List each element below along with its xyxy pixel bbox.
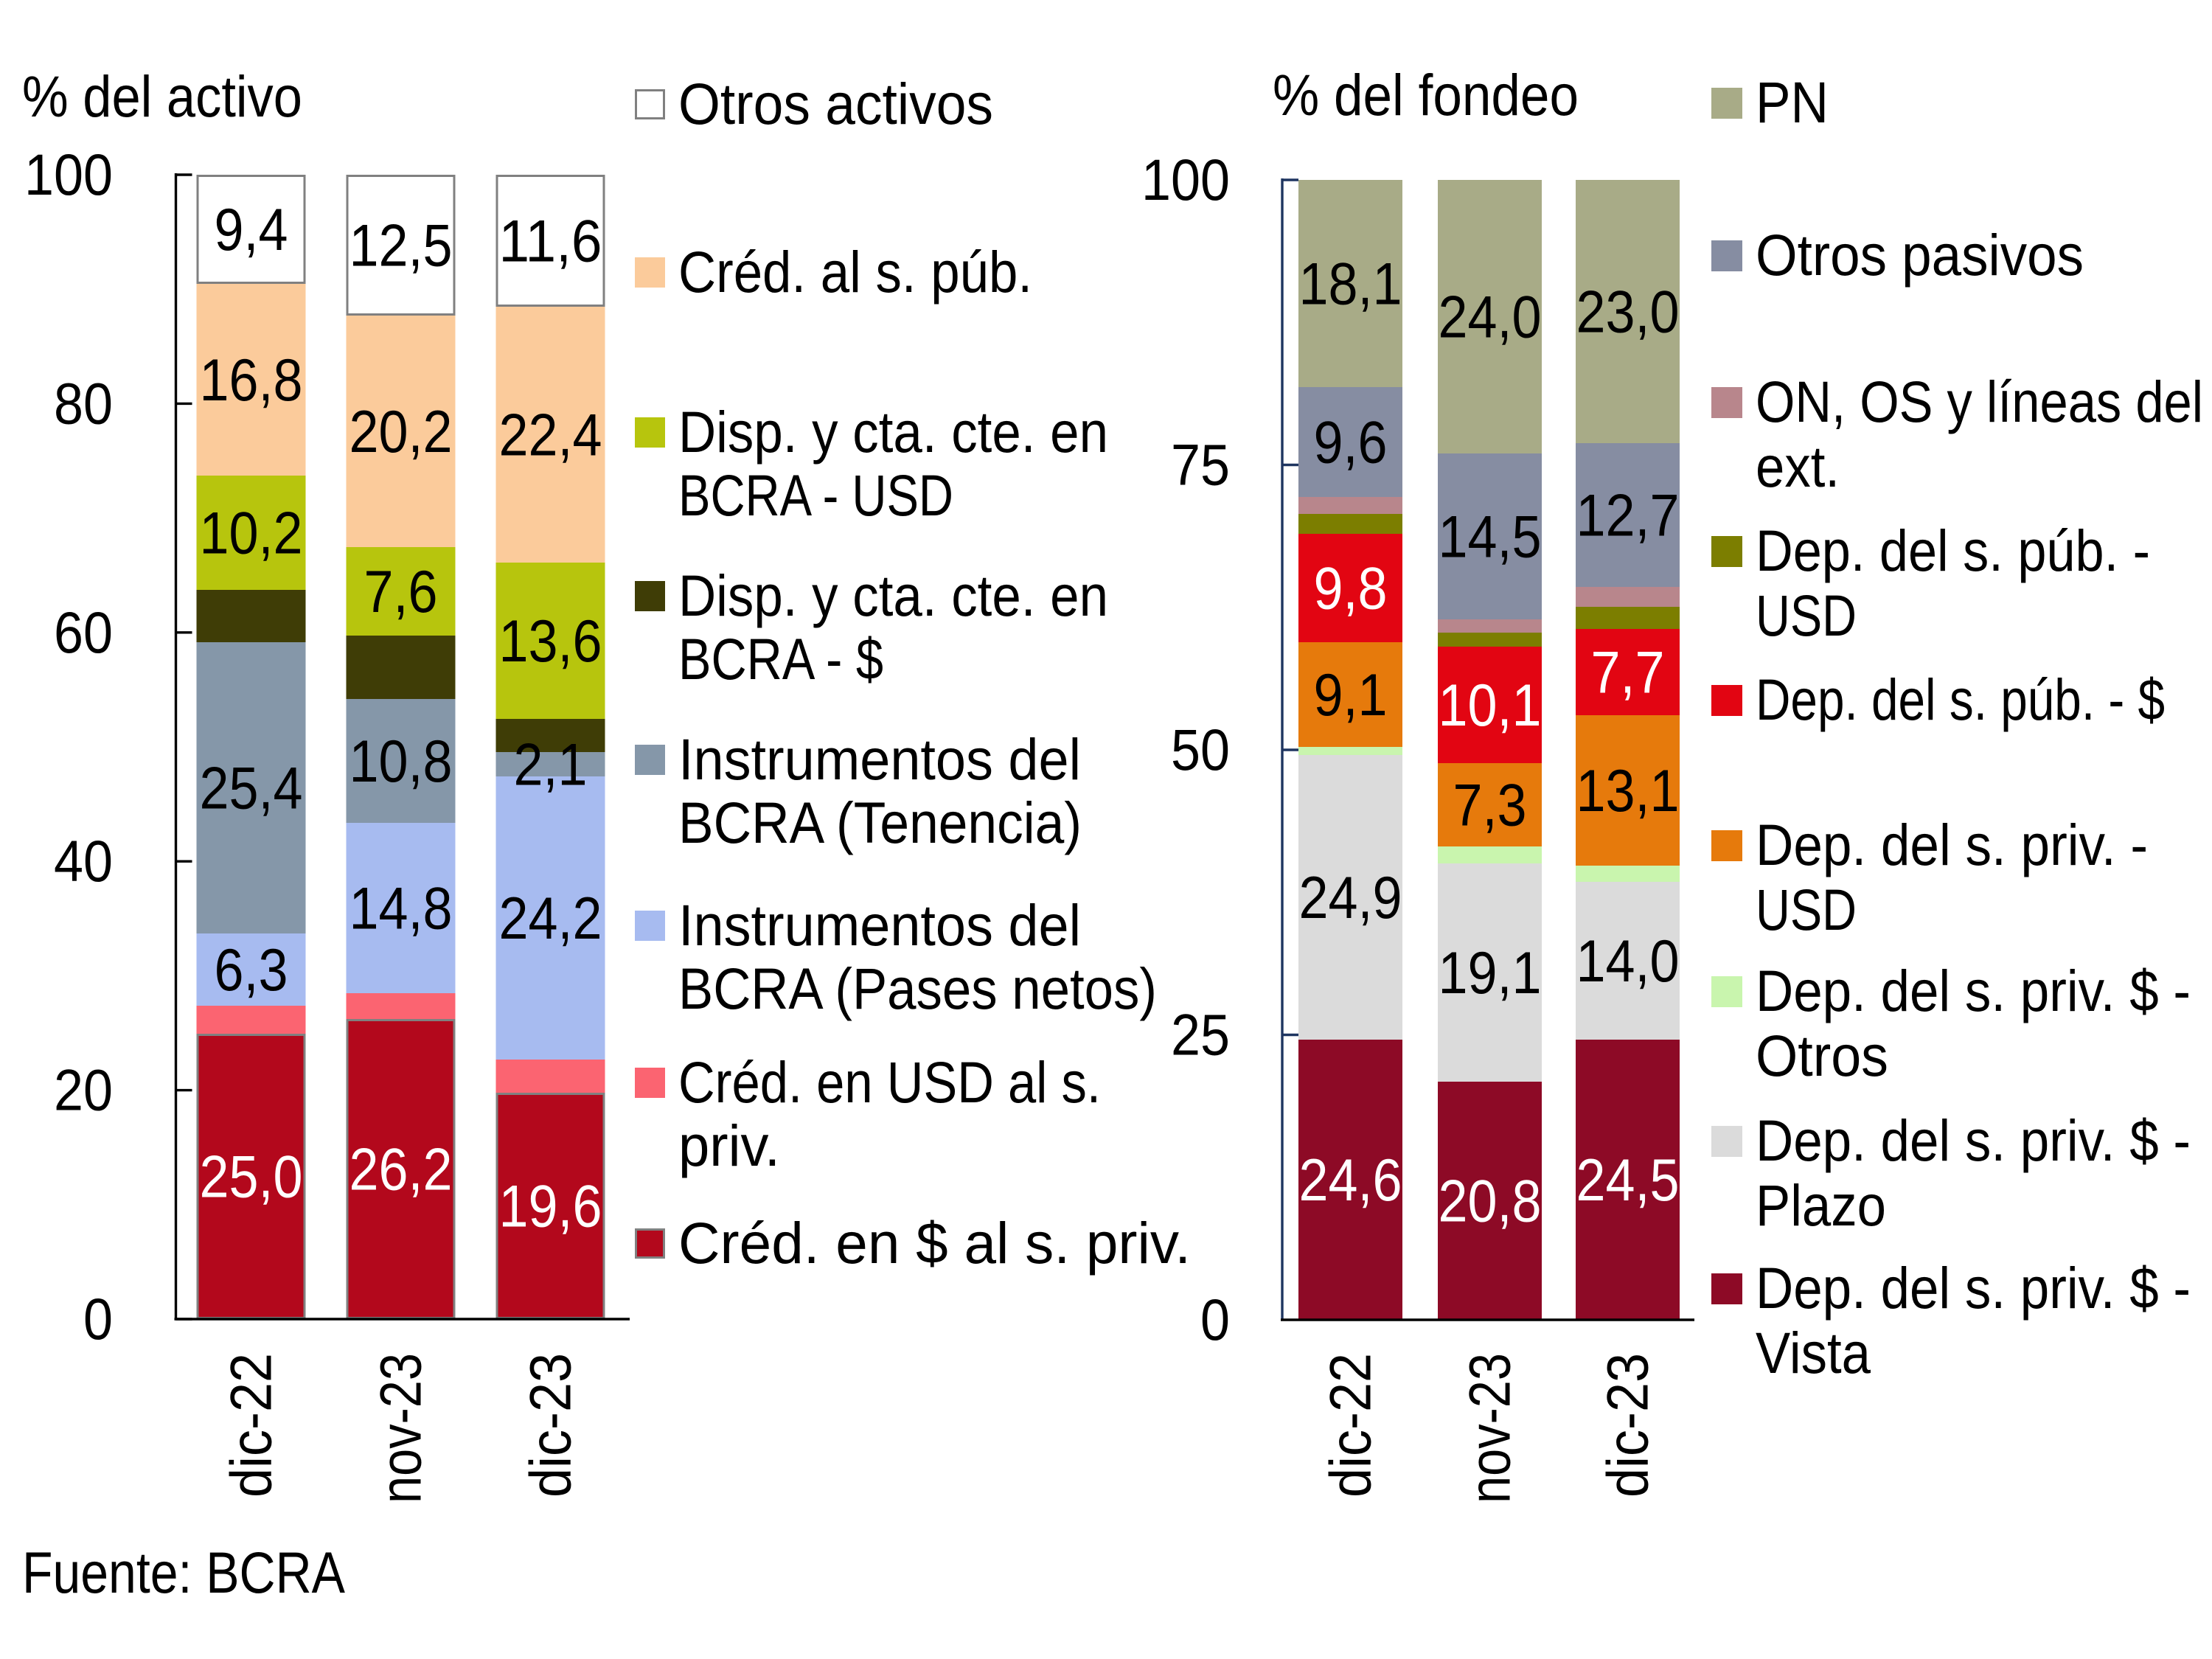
svg-text:Instrumentos del: Instrumentos del bbox=[678, 892, 1081, 958]
svg-text:25: 25 bbox=[1171, 1002, 1230, 1068]
svg-text:BCRA - USD: BCRA - USD bbox=[678, 462, 953, 528]
svg-text:Otros activos: Otros activos bbox=[678, 71, 993, 136]
svg-text:Otros pasivos: Otros pasivos bbox=[1756, 222, 2084, 288]
svg-text:14,0: 14,0 bbox=[1576, 928, 1680, 995]
svg-text:24,0: 24,0 bbox=[1439, 285, 1542, 351]
svg-text:Vista: Vista bbox=[1756, 1320, 1871, 1385]
svg-text:0: 0 bbox=[1200, 1287, 1230, 1352]
svg-text:ON, OS y líneas del: ON, OS y líneas del bbox=[1756, 369, 2203, 434]
svg-text:nov-23: nov-23 bbox=[1457, 1353, 1523, 1503]
svg-text:20,8: 20,8 bbox=[1439, 1169, 1542, 1235]
svg-text:ext.: ext. bbox=[1756, 434, 1840, 499]
svg-text:26,2: 26,2 bbox=[349, 1137, 453, 1203]
svg-text:Créd. en $ al s. priv.: Créd. en $ al s. priv. bbox=[678, 1210, 1191, 1276]
svg-text:25,4: 25,4 bbox=[200, 756, 303, 822]
svg-text:% del fondeo: % del fondeo bbox=[1273, 62, 1579, 128]
svg-text:14,8: 14,8 bbox=[349, 876, 453, 942]
svg-text:Dep. del s. priv. $ -: Dep. del s. priv. $ - bbox=[1756, 958, 2191, 1023]
svg-text:7,6: 7,6 bbox=[364, 559, 438, 625]
svg-text:100: 100 bbox=[24, 142, 113, 207]
svg-text:PN: PN bbox=[1756, 69, 1829, 135]
svg-text:% del activo: % del activo bbox=[22, 63, 302, 129]
svg-text:dic-22: dic-22 bbox=[218, 1353, 284, 1498]
svg-text:priv.: priv. bbox=[678, 1113, 780, 1178]
svg-text:6,3: 6,3 bbox=[215, 937, 288, 1004]
svg-text:nov-23: nov-23 bbox=[368, 1353, 434, 1503]
svg-text:13,6: 13,6 bbox=[499, 608, 602, 675]
svg-text:18,1: 18,1 bbox=[1299, 251, 1402, 318]
svg-text:Instrumentos del: Instrumentos del bbox=[678, 726, 1081, 792]
svg-text:0: 0 bbox=[83, 1286, 113, 1352]
svg-text:Dep. del s. priv. $ -: Dep. del s. priv. $ - bbox=[1756, 1255, 2191, 1321]
svg-text:Plazo: Plazo bbox=[1756, 1172, 1886, 1238]
svg-text:10,1: 10,1 bbox=[1439, 672, 1542, 739]
svg-text:Disp. y cta. cte. en: Disp. y cta. cte. en bbox=[678, 399, 1108, 465]
svg-text:20,2: 20,2 bbox=[349, 399, 453, 465]
svg-text:24,5: 24,5 bbox=[1576, 1147, 1680, 1214]
svg-text:7,7: 7,7 bbox=[1591, 640, 1665, 706]
svg-text:Créd. en USD al s.: Créd. en USD al s. bbox=[678, 1049, 1101, 1115]
svg-text:12,5: 12,5 bbox=[349, 213, 453, 279]
svg-text:Dep. del s. priv. $ -: Dep. del s. priv. $ - bbox=[1756, 1107, 2191, 1173]
svg-text:14,5: 14,5 bbox=[1439, 504, 1542, 571]
svg-text:9,6: 9,6 bbox=[1314, 410, 1388, 476]
svg-text:Dep. del s. púb. -: Dep. del s. púb. - bbox=[1756, 518, 2150, 583]
svg-text:25,0: 25,0 bbox=[200, 1144, 303, 1211]
svg-text:75: 75 bbox=[1171, 432, 1230, 498]
svg-text:24,6: 24,6 bbox=[1299, 1147, 1402, 1214]
svg-text:dic-22: dic-22 bbox=[1318, 1353, 1383, 1498]
svg-text:20: 20 bbox=[54, 1057, 113, 1123]
svg-text:BCRA (Tenencia): BCRA (Tenencia) bbox=[678, 790, 1082, 855]
svg-text:9,4: 9,4 bbox=[215, 197, 288, 263]
svg-text:2,1: 2,1 bbox=[514, 732, 588, 799]
svg-text:USD: USD bbox=[1756, 877, 1857, 942]
svg-text:13,1: 13,1 bbox=[1576, 758, 1680, 824]
svg-text:60: 60 bbox=[54, 599, 113, 665]
svg-text:100: 100 bbox=[1141, 147, 1230, 212]
svg-text:24,9: 24,9 bbox=[1299, 865, 1402, 931]
svg-text:50: 50 bbox=[1171, 717, 1230, 782]
svg-text:9,8: 9,8 bbox=[1314, 556, 1388, 622]
svg-text:16,8: 16,8 bbox=[200, 347, 303, 414]
svg-text:19,6: 19,6 bbox=[499, 1174, 602, 1240]
svg-text:24,2: 24,2 bbox=[499, 886, 602, 952]
svg-text:Dep. del s. priv. -: Dep. del s. priv. - bbox=[1756, 812, 2148, 877]
svg-text:22,4: 22,4 bbox=[499, 403, 602, 469]
svg-text:BCRA - $: BCRA - $ bbox=[678, 626, 883, 692]
svg-text:BCRA (Pases netos): BCRA (Pases netos) bbox=[678, 956, 1157, 1021]
svg-text:Fuente: BCRA: Fuente: BCRA bbox=[22, 1540, 345, 1605]
svg-text:Otros: Otros bbox=[1756, 1023, 1888, 1088]
svg-text:10,8: 10,8 bbox=[349, 728, 453, 795]
svg-text:7,3: 7,3 bbox=[1453, 773, 1527, 839]
svg-text:23,0: 23,0 bbox=[1576, 279, 1680, 346]
svg-text:9,1: 9,1 bbox=[1314, 662, 1388, 728]
svg-text:19,1: 19,1 bbox=[1439, 940, 1542, 1006]
svg-text:Créd. al s. púb.: Créd. al s. púb. bbox=[678, 239, 1032, 305]
svg-text:dic-23: dic-23 bbox=[518, 1353, 583, 1498]
svg-text:40: 40 bbox=[54, 828, 113, 894]
svg-text:Disp. y cta. cte. en: Disp. y cta. cte. en bbox=[678, 563, 1108, 628]
svg-text:USD: USD bbox=[1756, 582, 1857, 648]
svg-text:11,6: 11,6 bbox=[499, 209, 602, 275]
svg-text:12,7: 12,7 bbox=[1576, 483, 1680, 549]
svg-text:dic-23: dic-23 bbox=[1595, 1353, 1660, 1498]
svg-text:80: 80 bbox=[54, 370, 113, 436]
svg-text:Dep. del s. púb. - $: Dep. del s. púb. - $ bbox=[1756, 667, 2165, 732]
svg-text:10,2: 10,2 bbox=[200, 501, 303, 567]
